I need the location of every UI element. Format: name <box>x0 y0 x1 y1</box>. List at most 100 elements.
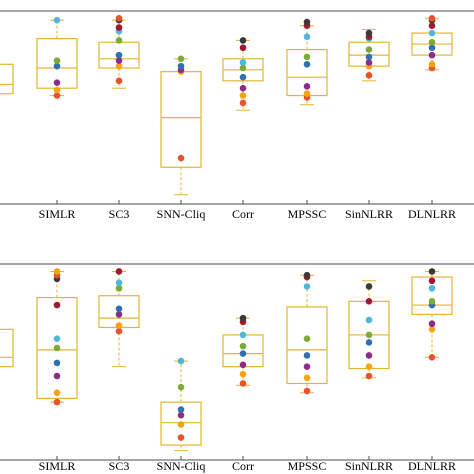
data-point <box>365 363 373 370</box>
data-point <box>365 316 373 324</box>
data-point <box>239 64 247 72</box>
data-point <box>239 370 247 378</box>
x-tick-label: MPSSC <box>288 207 327 221</box>
x-tick-label: Corr <box>232 207 254 221</box>
data-point <box>239 380 247 387</box>
data-point <box>303 387 311 395</box>
data-point <box>53 389 61 397</box>
data-point <box>177 55 185 63</box>
data-point <box>115 62 123 70</box>
data-point <box>428 22 436 30</box>
data-point <box>177 406 185 413</box>
data-point <box>239 350 247 357</box>
x-tick-label: SC3 <box>109 207 130 221</box>
data-point <box>428 38 436 46</box>
data-point <box>115 311 123 318</box>
data-point <box>239 331 247 339</box>
data-point <box>177 154 185 162</box>
x-tick-label: SIMLR <box>39 459 76 473</box>
data-point <box>115 305 123 313</box>
data-point <box>365 283 373 290</box>
data-point <box>303 374 311 382</box>
data-point <box>53 92 61 99</box>
data-point <box>53 57 61 64</box>
data-point <box>53 344 61 352</box>
data-point <box>115 327 123 335</box>
data-point <box>303 335 311 342</box>
data-point <box>428 61 436 68</box>
data-point <box>428 268 436 275</box>
box-snn-cliq <box>160 71 202 168</box>
data-point <box>303 90 311 98</box>
data-point <box>303 363 311 370</box>
x-tick-label: SinNLRR <box>345 207 393 221</box>
data-point <box>428 284 436 292</box>
data-point <box>365 46 373 53</box>
data-point <box>365 298 373 305</box>
data-point <box>53 62 61 70</box>
data-point <box>239 314 247 322</box>
data-point <box>53 335 61 342</box>
data-point <box>303 61 311 68</box>
data-point <box>53 86 61 94</box>
data-point <box>177 62 185 70</box>
data-point <box>115 37 123 44</box>
data-point <box>239 99 247 107</box>
data-point <box>115 15 123 22</box>
box-dlnlrr <box>411 276 453 316</box>
data-point <box>239 92 247 99</box>
data-point <box>428 29 436 37</box>
data-point <box>239 342 247 350</box>
data-point <box>365 352 373 359</box>
data-point <box>303 271 311 279</box>
data-point <box>365 331 373 339</box>
data-point <box>53 372 61 380</box>
x-tick-label: SNN-Cliq <box>157 459 206 473</box>
data-point <box>365 59 373 66</box>
x-tick-label: DLNLRR <box>408 459 456 473</box>
data-point <box>53 398 61 406</box>
data-point <box>115 51 123 59</box>
data-point <box>365 53 373 61</box>
data-point <box>115 24 123 31</box>
data-point <box>303 283 311 290</box>
data-point <box>177 411 185 419</box>
x-tick-label: SIMLR <box>39 207 76 221</box>
box-c <box>0 63 14 95</box>
data-point <box>239 84 247 92</box>
data-point <box>303 83 311 90</box>
data-point <box>53 268 61 275</box>
data-point <box>53 16 61 24</box>
box-snn-cliq <box>160 401 202 446</box>
data-point <box>428 298 436 305</box>
data-point <box>53 301 61 309</box>
data-point <box>115 77 123 85</box>
box-c <box>0 328 14 368</box>
data-point <box>428 320 436 328</box>
data-point <box>115 284 123 292</box>
data-point <box>365 72 373 79</box>
data-point <box>303 33 311 41</box>
data-point <box>428 15 436 22</box>
data-point <box>303 352 311 359</box>
data-point <box>115 268 123 275</box>
data-point <box>365 29 373 37</box>
data-point <box>177 357 185 365</box>
data-point <box>365 339 373 346</box>
data-point <box>428 326 436 333</box>
x-tick-label: MPSSC <box>288 459 327 473</box>
data-point <box>239 361 247 369</box>
data-point <box>239 73 247 81</box>
data-point <box>365 372 373 380</box>
x-tick-label: DLNLRR <box>408 207 456 221</box>
data-point <box>115 322 123 329</box>
x-tick-label: SinNLRR <box>345 459 393 473</box>
data-point <box>428 44 436 52</box>
x-tick-label: SNN-Cliq <box>157 207 206 221</box>
data-point <box>239 59 247 66</box>
box-mpssc <box>286 306 328 385</box>
data-point <box>303 53 311 61</box>
